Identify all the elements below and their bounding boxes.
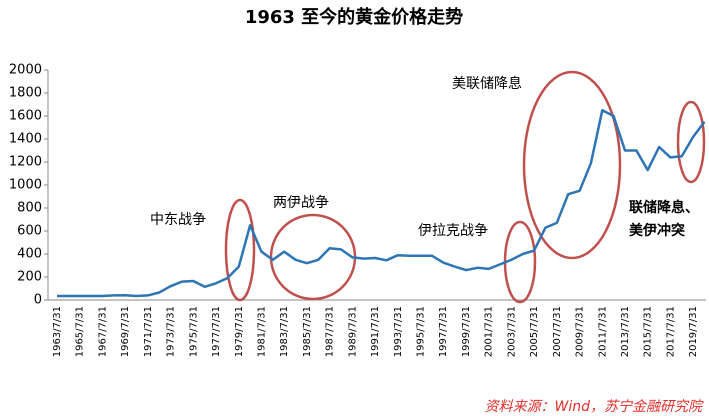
x-tick-label: 2005/7/31 [529,306,540,357]
y-tick-label: 800 [17,201,42,216]
x-tick-label: 1999/7/31 [461,306,472,357]
x-tick-label: 1973/7/31 [166,306,177,357]
x-tick-label: 2011/7/31 [597,306,608,357]
y-tick-label: 1400 [9,132,42,147]
x-tick-label: 1981/7/31 [256,306,267,357]
x-tick-label: 1979/7/31 [234,306,245,357]
y-tick-label: 600 [17,224,42,239]
x-tick-label: 1993/7/31 [393,306,404,357]
x-tick-label: 2007/7/31 [552,306,563,357]
annotation: 中东战争 [150,212,206,228]
highlight-ellipse [224,198,256,302]
x-tick-label: 1987/7/31 [325,306,336,357]
x-tick-label: 1969/7/31 [120,306,131,357]
x-tick-label: 1965/7/31 [75,306,86,357]
source-note: 资料来源：Wind，苏宁金融研究院 [485,399,704,415]
annotation: 伊拉克战争 [418,223,488,239]
x-tick-label: 1967/7/31 [97,306,108,357]
x-tick-label: 1991/7/31 [370,306,381,357]
y-tick-label: 1200 [9,155,42,170]
y-tick-label: 200 [17,270,42,285]
x-tick-label: 1995/7/31 [416,306,427,357]
x-tick-label: 1971/7/31 [143,306,154,357]
y-tick-label: 1000 [9,178,42,193]
x-tick-label: 2001/7/31 [484,306,495,357]
highlight-ellipse [503,220,537,304]
highlight-ellipse [269,213,357,301]
x-tick-label: 2013/7/31 [620,306,631,357]
x-tick-label: 1989/7/31 [347,306,358,357]
x-tick-label: 1977/7/31 [211,306,222,357]
price-line [57,109,706,298]
chart-title: 1963 至今的黄金价格走势 [245,6,463,28]
y-tick-label: 1800 [9,86,42,101]
y-tick-label: 400 [17,247,42,262]
x-tick-label: 1997/7/31 [438,306,449,357]
annotation: 美联储降息 [452,75,522,92]
x-tick-label: 2019/7/31 [688,306,699,357]
x-tick-label: 2017/7/31 [665,306,676,357]
x-tick-label: 1983/7/31 [279,306,290,357]
y-tick-label: 0 [34,293,42,308]
highlight-ellipse [522,70,622,260]
x-tick-label: 2003/7/31 [506,306,517,357]
y-tick-label: 2000 [9,63,42,78]
annotation: 两伊战争 [273,195,329,211]
annotation: 美伊冲突 [629,222,685,239]
x-tick-label: 2015/7/31 [643,306,654,357]
x-tick-label: 1963/7/31 [52,306,63,357]
y-tick-label: 1600 [9,109,42,124]
x-tick-label: 1975/7/31 [188,306,199,357]
annotation: 联储降息、 [629,199,699,216]
x-tick-label: 1985/7/31 [302,306,313,357]
x-tick-label: 2009/7/31 [575,306,586,357]
highlight-ellipse [676,100,706,184]
